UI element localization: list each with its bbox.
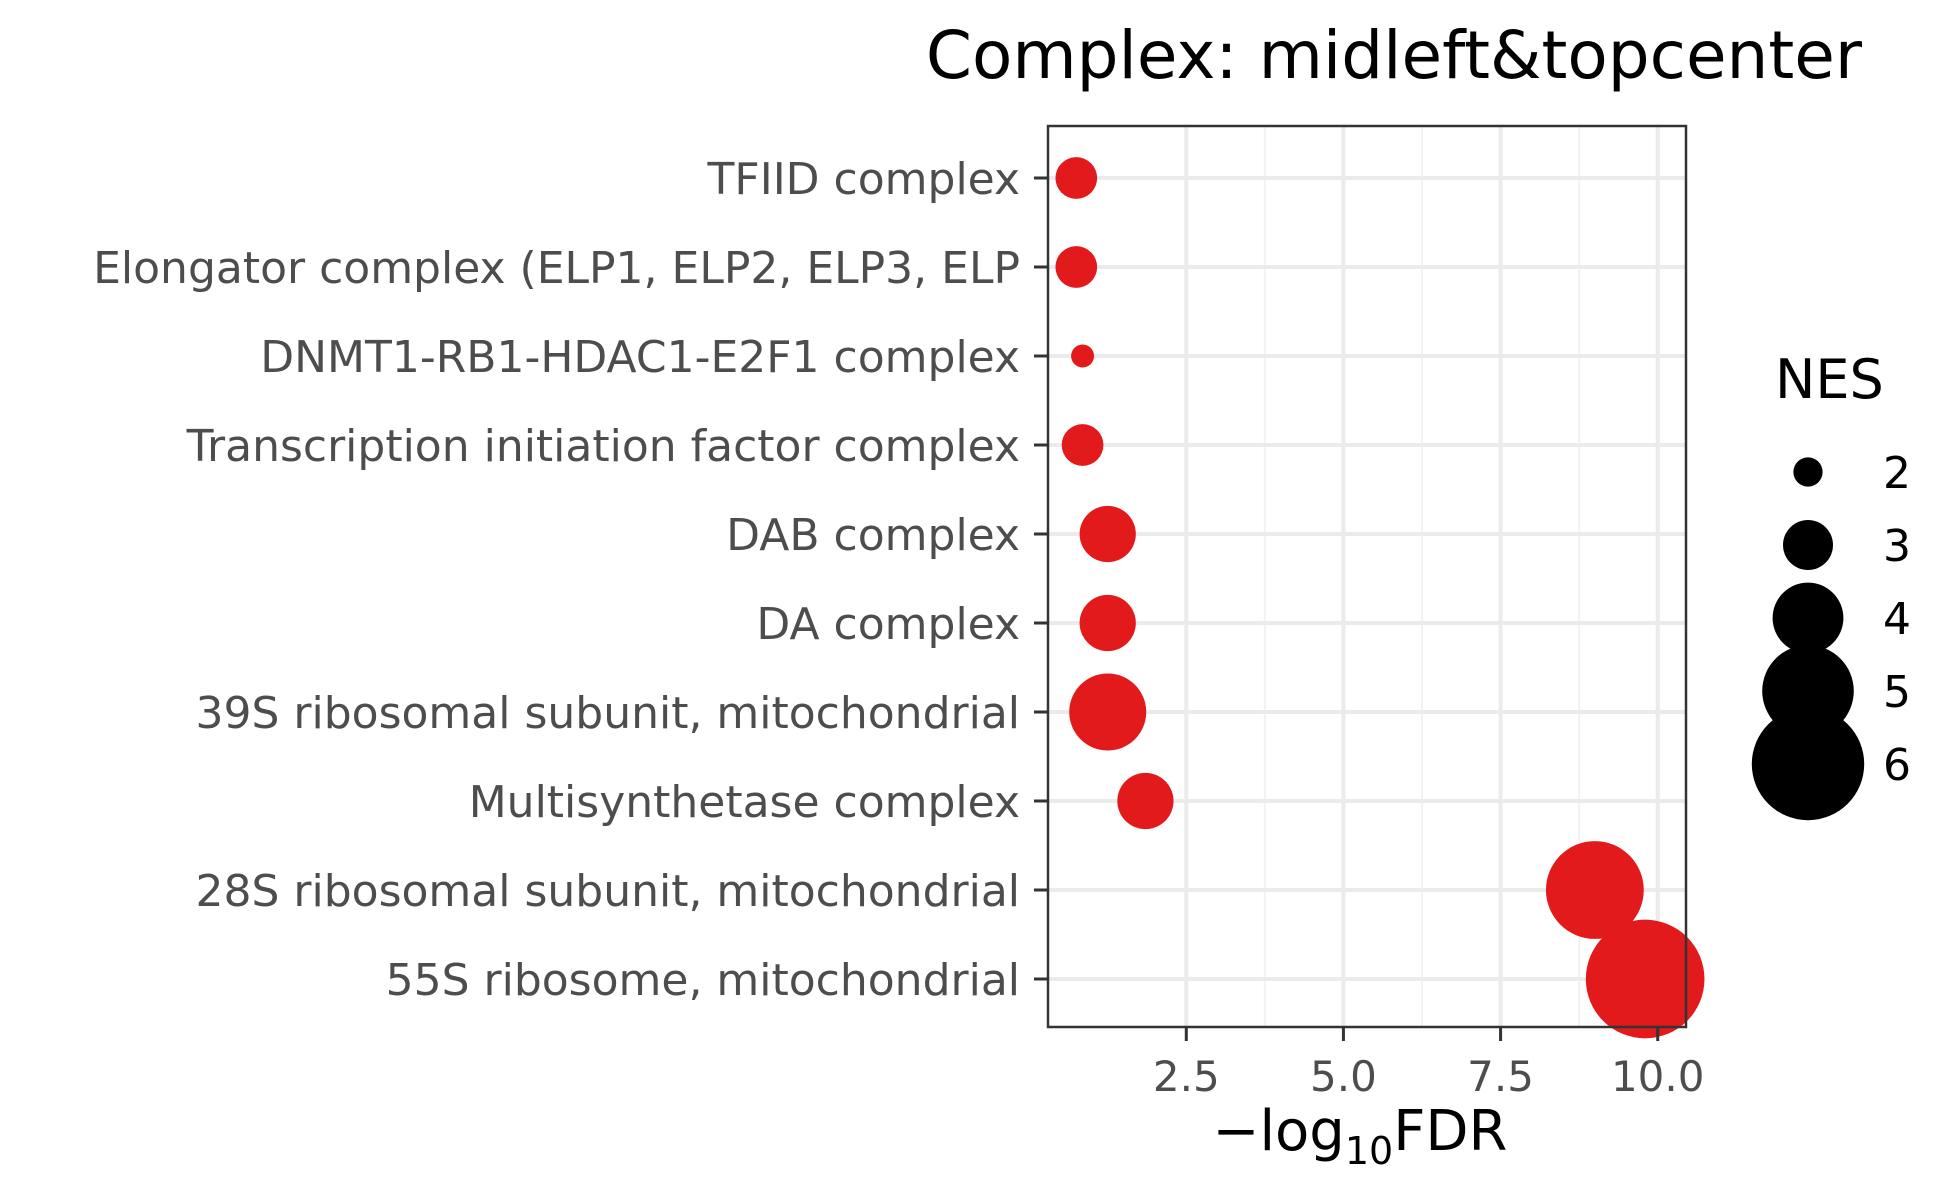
legend-title: NES [1775, 348, 1884, 411]
data-point [1079, 594, 1136, 652]
data-point [1069, 673, 1147, 751]
x-axis-title: −log10FDR [1213, 1099, 1508, 1173]
data-point [1117, 772, 1174, 830]
y-tick-label: Transcription initiation factor complex [186, 421, 1020, 472]
y-tick-label: Multisynthetase complex [469, 777, 1020, 828]
legend-key-point [1783, 520, 1833, 570]
x-axis-title-prefix: −log [1213, 1099, 1345, 1164]
legend-key-point [1751, 707, 1865, 821]
plot-panel [1046, 124, 1705, 1039]
y-axis: TFIID complex Elongator complex (ELP1, EL… [93, 154, 1048, 1006]
x-tick-label: 5.0 [1310, 1052, 1377, 1101]
y-tick-label: TFIID complex [707, 154, 1020, 205]
chart-title: Complex: midleft&topcenter [926, 17, 1863, 94]
y-tick-label: DAB complex [726, 510, 1020, 561]
x-axis: 2.5 5.0 7.5 10.0 [1153, 1027, 1705, 1101]
legend-key-label: 5 [1883, 667, 1911, 718]
data-point [1071, 344, 1095, 368]
size-legend: NES 2 3 4 5 6 [1751, 348, 1911, 821]
data-point [1055, 157, 1098, 199]
legend-key-point [1793, 457, 1823, 487]
legend-key-point [1772, 582, 1844, 654]
y-tick-label: DA complex [756, 599, 1020, 650]
y-tick-label: Elongator complex (ELP1, ELP2, ELP3, ELP [93, 243, 1020, 294]
data-point [1061, 424, 1104, 466]
y-tick-label: 39S ribosomal subunit, mitochondrial [196, 688, 1020, 739]
y-tick-label: 55S ribosome, mitochondrial [386, 955, 1020, 1006]
panel-border [1046, 124, 1688, 1029]
data-point [1545, 841, 1644, 939]
data-point [1585, 919, 1705, 1039]
y-tick-label: 28S ribosomal subunit, mitochondrial [196, 866, 1020, 917]
legend-key-label: 3 [1883, 521, 1911, 572]
y-tick-label: DNMT1-RB1-HDAC1-E2F1 complex [260, 332, 1020, 383]
x-axis-title-subscript: 10 [1345, 1129, 1393, 1173]
x-axis-title-suffix: FDR [1393, 1099, 1507, 1164]
x-tick-label: 10.0 [1611, 1052, 1705, 1101]
data-point [1055, 246, 1098, 288]
legend-key-label: 4 [1883, 594, 1911, 645]
legend-key-label: 2 [1883, 448, 1911, 499]
legend-key-label: 6 [1883, 740, 1911, 791]
x-tick-label: 2.5 [1153, 1052, 1220, 1101]
data-point [1079, 505, 1136, 563]
x-tick-label: 7.5 [1467, 1052, 1534, 1101]
